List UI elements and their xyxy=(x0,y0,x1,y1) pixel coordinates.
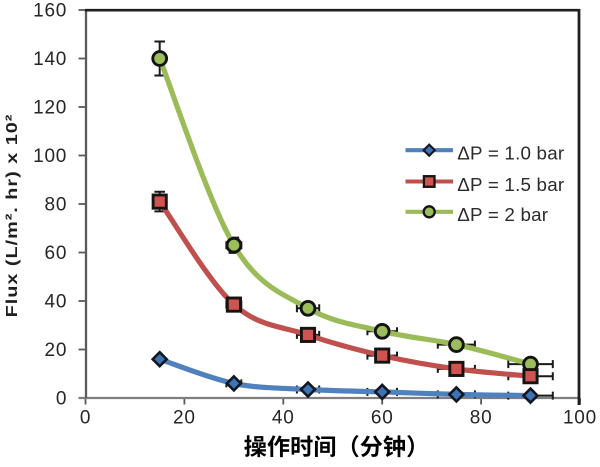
svg-text:120: 120 xyxy=(33,97,67,118)
svg-text:40: 40 xyxy=(44,291,67,312)
svg-text:0: 0 xyxy=(56,388,67,409)
svg-text:ΔP = 1.5 bar: ΔP = 1.5 bar xyxy=(457,174,564,195)
svg-text:0: 0 xyxy=(80,408,91,429)
svg-text:60: 60 xyxy=(44,243,67,264)
svg-text:80: 80 xyxy=(44,194,67,215)
svg-text:ΔP = 2 bar: ΔP = 2 bar xyxy=(457,204,548,225)
svg-text:100: 100 xyxy=(563,408,597,429)
svg-text:20: 20 xyxy=(44,340,67,361)
svg-text:160: 160 xyxy=(33,0,67,21)
svg-text:60: 60 xyxy=(371,408,394,429)
svg-text:ΔP = 1.0 bar: ΔP = 1.0 bar xyxy=(457,143,564,164)
svg-text:20: 20 xyxy=(173,408,196,429)
svg-text:80: 80 xyxy=(470,408,493,429)
svg-text:40: 40 xyxy=(272,408,295,429)
svg-text:Flux (L/m². hr) x 10²: Flux (L/m². hr) x 10² xyxy=(3,114,21,318)
svg-text:100: 100 xyxy=(33,146,67,167)
svg-text:140: 140 xyxy=(33,49,67,70)
